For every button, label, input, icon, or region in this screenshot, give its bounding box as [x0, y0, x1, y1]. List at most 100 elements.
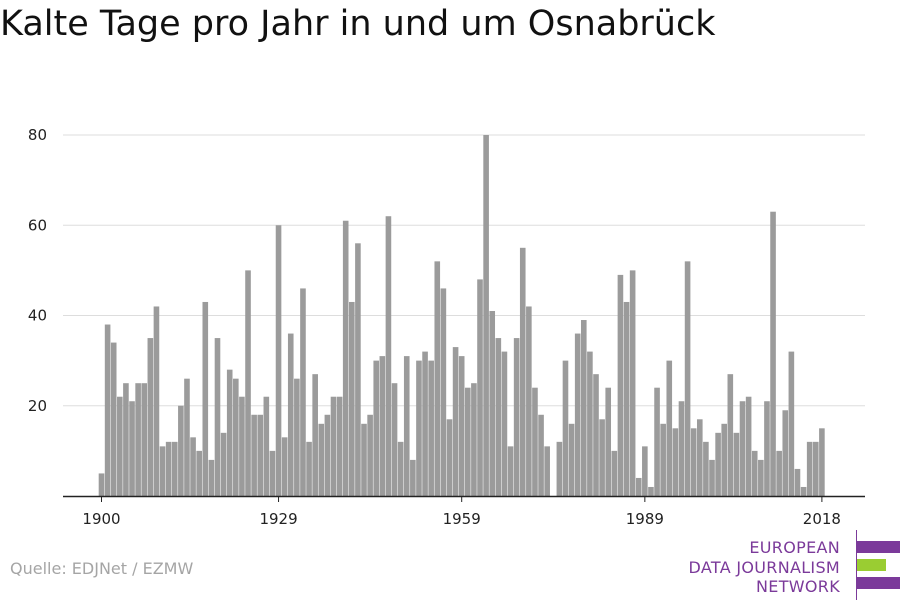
bar — [617, 274, 624, 496]
bar — [696, 419, 703, 496]
bar — [196, 450, 202, 496]
bar — [629, 270, 636, 496]
edjnet-logo: EUROPEAN DATA JOURNALISM NETWORK — [688, 530, 900, 600]
bar — [269, 450, 276, 496]
bar — [422, 351, 428, 496]
bar — [153, 306, 160, 496]
bar — [452, 347, 459, 496]
bar — [751, 450, 758, 496]
bar — [733, 432, 740, 496]
bar — [672, 428, 679, 496]
bar — [507, 446, 514, 496]
bar — [165, 441, 172, 496]
x-tick-label: 1929 — [259, 510, 297, 528]
bar — [574, 333, 581, 496]
bar — [129, 401, 135, 496]
bar — [330, 396, 337, 496]
x-tick-label: 1989 — [626, 510, 664, 528]
bar — [483, 135, 489, 496]
bar — [202, 301, 209, 496]
bar — [190, 437, 196, 496]
bar — [782, 410, 789, 496]
bar — [410, 459, 416, 496]
y-tick-label: 40 — [28, 307, 47, 325]
bar — [312, 374, 318, 496]
bar — [593, 374, 599, 496]
bar — [526, 306, 532, 496]
bar — [385, 216, 392, 496]
bar — [489, 310, 496, 496]
bar — [318, 423, 325, 496]
bar — [605, 387, 612, 496]
bar — [635, 477, 642, 496]
bar — [819, 428, 825, 496]
x-axis-ticks: 1900 1929 1959 1989 2018 — [82, 496, 841, 528]
bar — [642, 446, 648, 496]
bar — [208, 459, 215, 496]
bar — [440, 288, 447, 496]
bar — [391, 383, 398, 496]
bar — [300, 288, 306, 496]
chart-title: Kalte Tage pro Jahr in und um Osnabrück — [0, 4, 716, 44]
bar — [471, 383, 477, 496]
bar — [709, 459, 715, 496]
bar — [336, 396, 343, 496]
bar — [599, 419, 605, 496]
source-note: Quelle: EDJNet / EZMW — [10, 559, 194, 578]
bar — [239, 396, 245, 496]
bars — [98, 135, 825, 497]
bar — [226, 369, 233, 496]
bar — [147, 338, 154, 496]
bar — [788, 351, 795, 496]
bar — [428, 360, 434, 496]
bar — [434, 261, 441, 496]
bar-chart: 20 40 60 80 1900 1929 1959 1989 2018 — [28, 126, 865, 528]
bar — [568, 423, 575, 496]
bar — [306, 441, 312, 496]
bar — [721, 423, 728, 496]
bar — [611, 450, 618, 496]
bar — [123, 383, 129, 496]
bar — [281, 437, 288, 496]
bar — [495, 338, 502, 496]
bar — [159, 446, 166, 496]
bar — [117, 396, 123, 496]
bar — [812, 441, 819, 496]
bar — [379, 356, 386, 496]
logo-line-2: DATA JOURNALISM — [688, 558, 840, 577]
bar — [220, 432, 227, 496]
x-tick-label: 2018 — [803, 510, 841, 528]
logo-bar-bottom — [857, 577, 900, 589]
bar — [257, 414, 264, 496]
bar — [770, 211, 776, 496]
bar — [141, 383, 148, 496]
bar — [544, 446, 550, 496]
bar — [233, 378, 239, 496]
bar — [214, 338, 221, 496]
bar — [110, 342, 117, 496]
bar — [648, 486, 654, 496]
bar — [538, 414, 544, 496]
logo-line-1: EUROPEAN — [749, 538, 840, 557]
bar — [654, 387, 660, 496]
y-tick-label: 60 — [28, 216, 47, 234]
bar — [446, 419, 453, 496]
y-axis-ticks: 20 40 60 80 — [28, 126, 47, 415]
bar — [703, 441, 709, 496]
bar — [513, 338, 520, 496]
bar — [587, 351, 593, 496]
bar — [458, 356, 465, 496]
bar — [171, 441, 178, 496]
bar — [403, 356, 410, 496]
bar — [324, 414, 331, 496]
bar — [287, 333, 294, 496]
bar — [727, 374, 734, 496]
bar — [580, 320, 587, 496]
bar — [342, 220, 349, 497]
logo-line-3: NETWORK — [756, 577, 840, 596]
bar — [678, 401, 685, 496]
bar — [758, 459, 764, 496]
bar — [373, 360, 380, 496]
bar — [660, 423, 666, 496]
bar — [556, 441, 563, 496]
